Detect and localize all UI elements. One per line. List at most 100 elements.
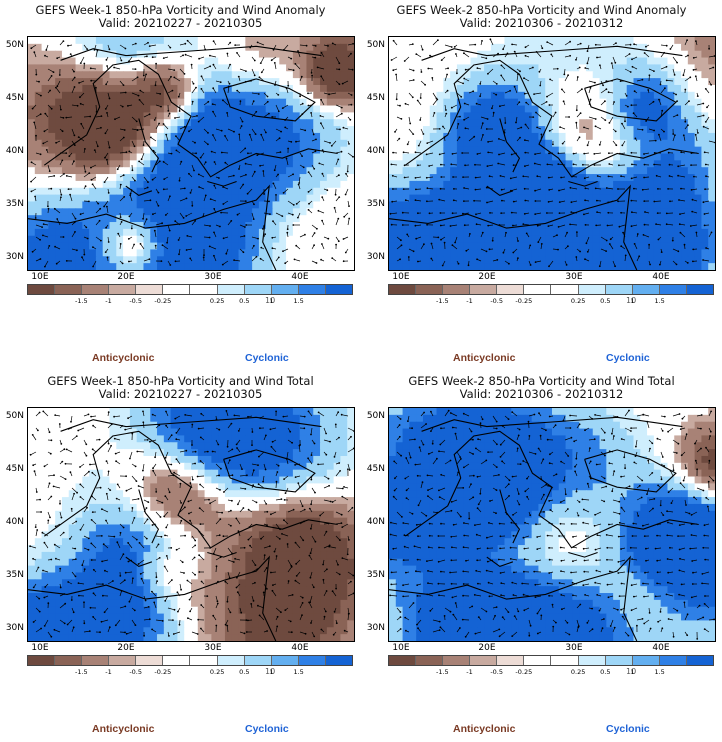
- wind-vector-head: [575, 109, 578, 112]
- wind-vector-head: [644, 571, 646, 574]
- wind-vector-head: [37, 566, 40, 569]
- wind-vector-head: [402, 559, 405, 561]
- wind-vector: [444, 44, 452, 48]
- wind-vector-head: [187, 617, 189, 620]
- wind-vector-head: [273, 550, 276, 553]
- wind-vector-head: [139, 573, 142, 575]
- wind-vector: [667, 427, 674, 432]
- wind-vector: [179, 450, 187, 453]
- wind-vector: [198, 554, 205, 561]
- wind-vector-head: [257, 93, 260, 95]
- wind-vector-head: [414, 177, 417, 179]
- wind-vector-head: [605, 534, 608, 536]
- wind-vector-head: [321, 219, 323, 222]
- wind-vector-head: [149, 440, 151, 443]
- wind-vector-head: [462, 583, 465, 585]
- wind-vector-head: [560, 594, 563, 596]
- wind-vector-head: [104, 569, 106, 572]
- wind-vector-head: [447, 409, 450, 412]
- wind-vector-head: [562, 100, 565, 103]
- wind-vector: [71, 231, 76, 238]
- wind-vector: [510, 188, 518, 192]
- wind-vector-head: [679, 428, 682, 430]
- wind-vector-head: [573, 440, 576, 443]
- wind-vector: [179, 43, 186, 46]
- wind-vector: [143, 176, 149, 183]
- wind-vector-head: [636, 233, 639, 235]
- wind-vector: [257, 42, 265, 46]
- wind-vector-head: [462, 487, 465, 489]
- wind-vector: [540, 494, 545, 501]
- wind-vector: [286, 451, 289, 459]
- wind-vector-head: [73, 160, 75, 163]
- wind-vector-head: [272, 220, 274, 223]
- wind-vector-head: [188, 512, 190, 515]
- wind-vector-head: [654, 139, 657, 142]
- coastline: [223, 78, 316, 122]
- wind-vector-head: [427, 489, 429, 491]
- wind-vector-head: [310, 478, 313, 481]
- wind-vector-head: [105, 460, 108, 462]
- wind-vector-head: [438, 198, 441, 201]
- wind-vector-head: [344, 193, 347, 196]
- wind-vector: [514, 51, 518, 58]
- wind-vector-head: [613, 101, 615, 103]
- wind-vector-head: [703, 628, 706, 630]
- wind-vector-head: [700, 447, 702, 450]
- wind-vector: [618, 535, 626, 537]
- wind-vector-head: [90, 415, 92, 418]
- wind-vector-head: [414, 199, 417, 202]
- wind-vector-head: [472, 453, 474, 455]
- wind-vector: [415, 199, 422, 202]
- wind-vector-head: [421, 481, 424, 483]
- wind-vector-head: [438, 620, 441, 623]
- wind-vector-head: [636, 624, 638, 627]
- lat-label-30n: 30N: [5, 252, 24, 262]
- wind-vector: [341, 414, 349, 417]
- wind-vector: [90, 164, 97, 168]
- wind-vector-head: [500, 594, 502, 596]
- wind-vector-head: [522, 175, 525, 178]
- wind-vector-head: [653, 498, 656, 500]
- wind-vector: [438, 487, 446, 491]
- wind-vector-head: [124, 605, 127, 608]
- colorbar-swatch: [470, 656, 498, 665]
- wind-vector-head: [317, 209, 320, 212]
- wind-vector-head: [310, 527, 312, 530]
- wind-vector-head: [265, 131, 267, 134]
- wind-vector-head: [524, 199, 527, 202]
- wind-vector-head: [491, 239, 494, 242]
- wind-vector: [54, 246, 61, 250]
- wind-vector-head: [709, 430, 712, 433]
- wind-vector-head: [133, 145, 136, 148]
- wind-vector-head: [677, 535, 679, 537]
- wind-vector-head: [260, 71, 263, 74]
- wind-vector-head: [667, 581, 669, 584]
- wind-vector-head: [310, 433, 312, 436]
- coastline: [568, 180, 598, 187]
- wind-vector: [690, 547, 698, 549]
- wind-vector: [667, 558, 674, 561]
- colorbar-tick-label: -0.5: [129, 297, 142, 305]
- wind-vector-head: [404, 477, 407, 480]
- wind-vector-head: [120, 590, 123, 592]
- wind-vector-head: [327, 237, 330, 240]
- wind-vector-head: [479, 422, 482, 425]
- wind-vector: [504, 475, 510, 481]
- wind-vector-head: [615, 42, 617, 44]
- wind-vector: [666, 80, 674, 82]
- wind-vector-head: [158, 557, 161, 559]
- wind-vector-head: [665, 593, 668, 596]
- wind-vector-head: [569, 40, 571, 43]
- wind-vector-head: [341, 487, 344, 490]
- wind-vector-head: [690, 596, 693, 599]
- wind-vector-head: [400, 118, 403, 120]
- wind-vector-head: [438, 629, 441, 631]
- wind-vector: [166, 236, 169, 243]
- wind-vector-head: [338, 573, 341, 576]
- wind-vector-head: [86, 48, 89, 50]
- colorbar-swatch: [524, 656, 552, 665]
- colorbar-tick-label: -0.5: [490, 668, 503, 676]
- wind-vector-head: [168, 229, 171, 232]
- colorbar-swatch: [470, 285, 498, 294]
